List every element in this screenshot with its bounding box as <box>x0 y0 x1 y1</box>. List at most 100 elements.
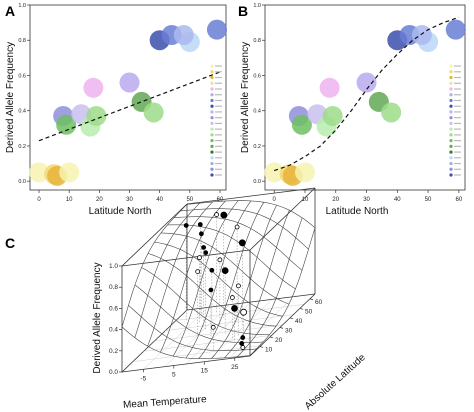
legend-entry <box>454 140 461 142</box>
data-point <box>322 106 343 126</box>
data-point <box>29 162 50 183</box>
legend-entry <box>454 168 461 170</box>
legend-marker <box>210 150 214 154</box>
data-point <box>143 102 164 123</box>
x-tick-label: 20 <box>96 197 103 203</box>
data-point <box>236 283 241 289</box>
y-tick-label: 40 <box>295 318 303 325</box>
panel-label: B <box>238 3 248 19</box>
y-tick-mark <box>279 327 284 329</box>
fit-line <box>38 71 221 142</box>
x-axis-label: Latitude North <box>326 206 389 217</box>
legend-entry <box>454 157 461 159</box>
legend-entry <box>454 65 461 67</box>
plot-frame <box>29 4 227 191</box>
y-tick-mark <box>289 317 294 320</box>
legend-marker <box>210 81 214 85</box>
legend-marker <box>210 144 214 148</box>
data-point <box>183 223 189 228</box>
data-point <box>197 222 203 227</box>
legend-marker <box>449 70 453 74</box>
y-tick-label: 50 <box>305 308 313 315</box>
y-tick-mark <box>269 336 274 339</box>
legend-entry <box>215 105 222 107</box>
legend-entry <box>454 122 461 124</box>
data-point <box>217 257 223 263</box>
panel-b: B 0 10 20 30 40 50 60 0.0 0.2 0.4 0.6 0.8 1.0 Latitud… <box>238 3 466 217</box>
floor-grid-line <box>143 307 209 370</box>
legend-entry <box>215 134 222 136</box>
legend-entry <box>454 111 461 113</box>
x-tick-label: -5 <box>140 375 146 382</box>
x-tick-label: 0 <box>273 197 277 203</box>
y-tick-label: 0.8 <box>253 38 261 44</box>
surface-mesh-line <box>160 232 290 305</box>
x-tick-label: 30 <box>363 197 370 203</box>
legend-entry <box>454 105 461 107</box>
legend-entry <box>215 168 222 170</box>
legend-entry <box>215 65 222 67</box>
legend-marker <box>449 150 453 154</box>
legend-entry <box>215 94 222 96</box>
legend-marker <box>449 110 453 114</box>
z-tick-label: 1.0 <box>109 263 118 270</box>
x-tick-label: 40 <box>156 197 163 203</box>
data-point <box>209 267 215 273</box>
x-tick-label: 10 <box>302 197 309 203</box>
z-tick-label: 0.0 <box>109 369 118 376</box>
surface-mesh-line <box>141 267 270 335</box>
x-axis-label: Mean Temperature <box>123 394 208 411</box>
legend-marker <box>210 161 214 166</box>
data-point <box>173 24 194 45</box>
x-tick-label: 15 <box>201 368 209 375</box>
y-tick-mark <box>309 298 314 301</box>
legend-marker <box>210 64 214 68</box>
x-tick-label: 50 <box>186 197 193 203</box>
data-point <box>203 250 209 256</box>
legend-marker <box>210 116 214 120</box>
legend-marker <box>210 121 214 125</box>
data-point <box>239 341 245 346</box>
box-edge <box>249 187 316 251</box>
legend-marker <box>449 98 453 103</box>
legend-marker <box>449 161 453 166</box>
y-tick-mark <box>299 307 304 310</box>
legend-entry <box>215 145 222 147</box>
surface-mesh-line <box>172 200 239 357</box>
legend-marker <box>449 93 453 97</box>
legend-entry <box>215 99 222 102</box>
surface-mesh-line <box>167 224 296 290</box>
y-tick-label: 1.0 <box>18 3 26 9</box>
y-axis-label: Absolute Latitude <box>303 352 368 412</box>
x-tick-label: 50 <box>425 197 432 203</box>
data-point <box>381 102 402 123</box>
data-point <box>59 162 80 183</box>
surface-mesh-line <box>121 326 251 360</box>
legend-entry <box>215 151 222 153</box>
y-tick-label: 0.2 <box>18 144 26 150</box>
data-point <box>231 305 238 312</box>
x-axis-label: Latitude North <box>89 206 152 217</box>
legend-entry <box>215 88 222 90</box>
data-point <box>240 335 246 340</box>
surface-mesh-line <box>128 305 257 352</box>
legend-entry <box>215 174 222 176</box>
y-tick-label: 0.2 <box>253 144 261 150</box>
legend-entry <box>215 117 222 119</box>
legend-marker <box>210 98 214 103</box>
data-point <box>229 295 235 300</box>
legend-entry <box>215 111 222 113</box>
legend-marker <box>449 133 453 137</box>
data-point <box>86 106 107 126</box>
data-point <box>208 287 214 293</box>
x-tick-label: 10 <box>66 197 73 203</box>
legend-marker <box>449 75 453 80</box>
legend-entry <box>454 76 461 79</box>
y-tick-label: 20 <box>275 337 283 344</box>
y-tick-label: 0.4 <box>253 109 261 115</box>
y-axis-label: Derived Allele Frequency <box>5 42 16 153</box>
data-point <box>264 162 285 183</box>
data-point <box>319 77 340 98</box>
surface-mesh-line <box>186 200 316 229</box>
floor-grid-line <box>185 301 252 365</box>
